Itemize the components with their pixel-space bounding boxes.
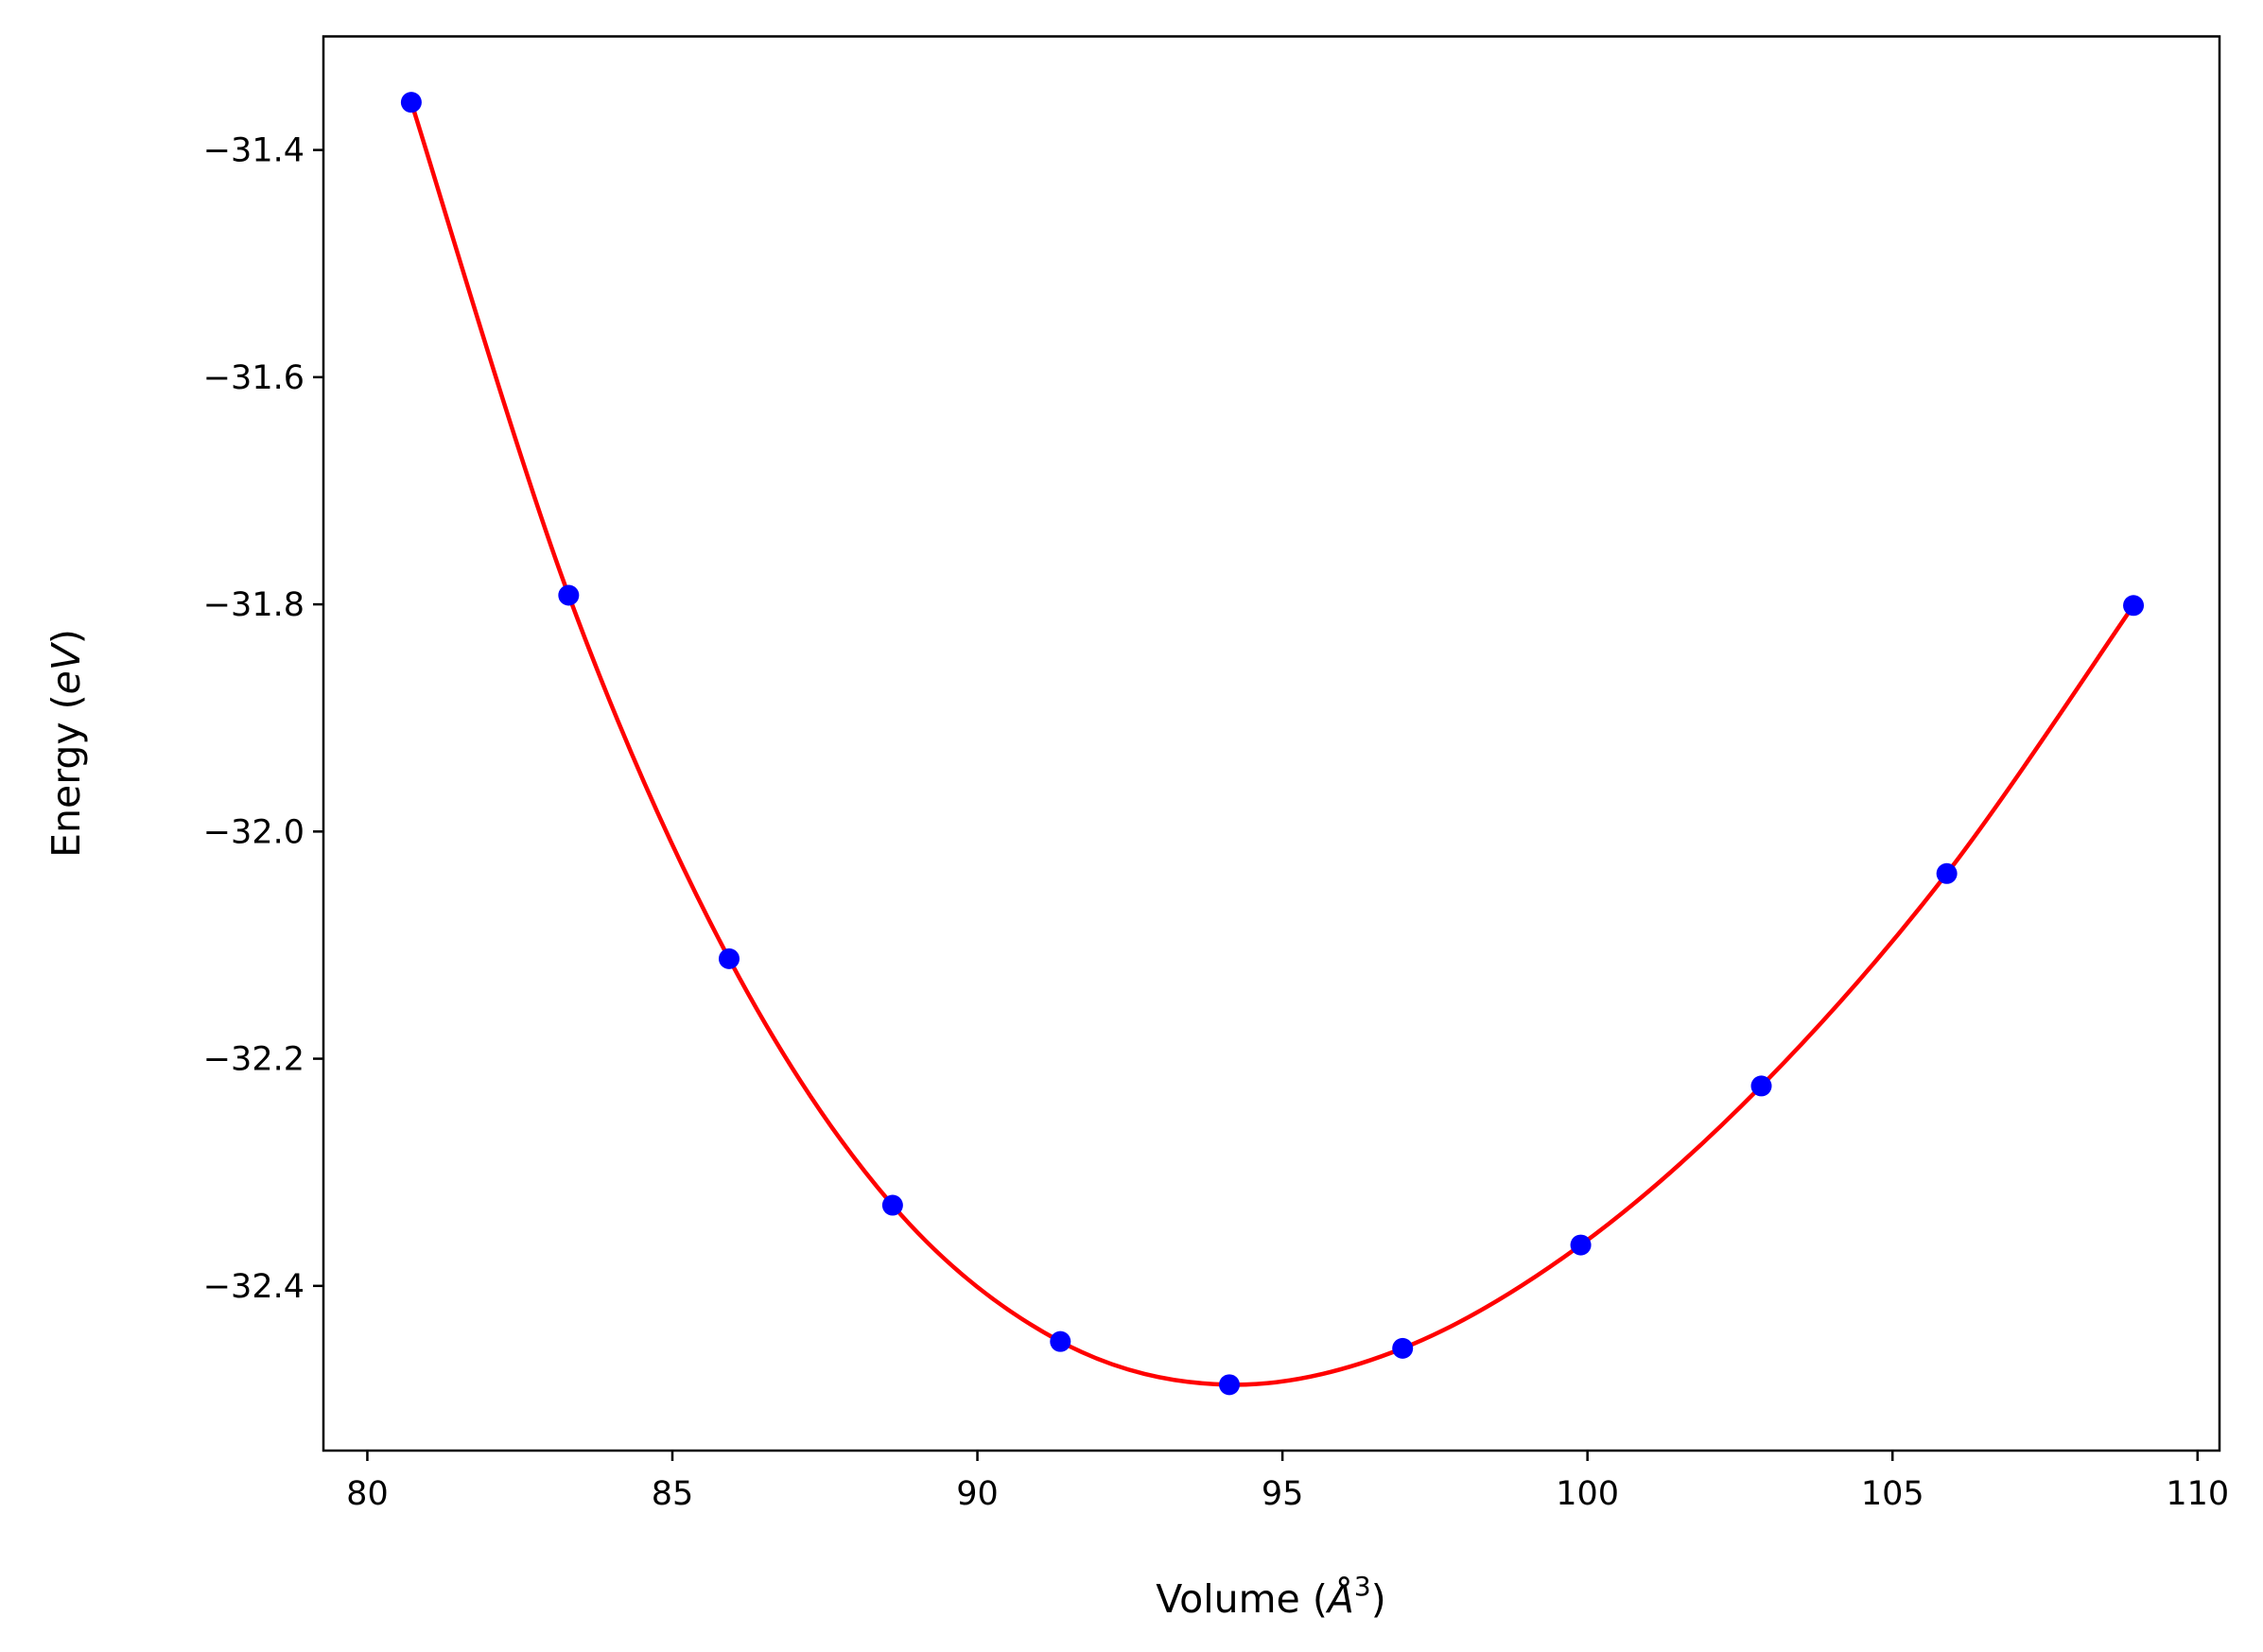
data-point xyxy=(881,1194,903,1216)
data-point xyxy=(1936,862,1958,884)
data-point xyxy=(718,948,740,969)
x-tick-label: 110 xyxy=(2166,1475,2229,1513)
fit-curve-layer xyxy=(409,101,2135,1387)
x-tick-label: 80 xyxy=(346,1475,389,1513)
x-tick-label: 100 xyxy=(1556,1475,1619,1513)
data-point xyxy=(400,92,422,113)
y-tick-label: −31.6 xyxy=(203,359,305,397)
data-points-layer xyxy=(400,92,2145,1396)
data-point xyxy=(1218,1374,1240,1396)
x-tick-label: 95 xyxy=(1262,1475,1304,1513)
y-axis-label: Energy (eV) xyxy=(44,629,89,858)
y-tick-label: −31.8 xyxy=(203,586,305,624)
data-point xyxy=(2123,595,2145,617)
data-point xyxy=(1750,1075,1772,1097)
x-axis-label: Volume (Å3) xyxy=(1156,1571,1385,1622)
x-tick-label: 105 xyxy=(1861,1475,1924,1513)
x-tick-label: 90 xyxy=(956,1475,999,1513)
y-axis-ticks: −31.4 −31.6 −31.8 −32.0 −32.2 −32.4 xyxy=(203,132,323,1306)
data-point xyxy=(1392,1337,1414,1359)
y-tick-label: −32.4 xyxy=(203,1268,305,1306)
data-point xyxy=(558,584,580,606)
data-point xyxy=(1050,1330,1071,1352)
plot-frame xyxy=(322,35,2221,1452)
x-tick-label: 85 xyxy=(652,1475,694,1513)
y-tick-label: −32.0 xyxy=(203,813,305,851)
y-tick-label: −32.2 xyxy=(203,1041,305,1079)
data-point xyxy=(1570,1234,1592,1256)
fit-curve xyxy=(409,101,2135,1387)
x-axis-ticks: 80 85 90 95 100 105 110 xyxy=(346,1451,2229,1513)
y-tick-label: −31.4 xyxy=(203,132,305,170)
